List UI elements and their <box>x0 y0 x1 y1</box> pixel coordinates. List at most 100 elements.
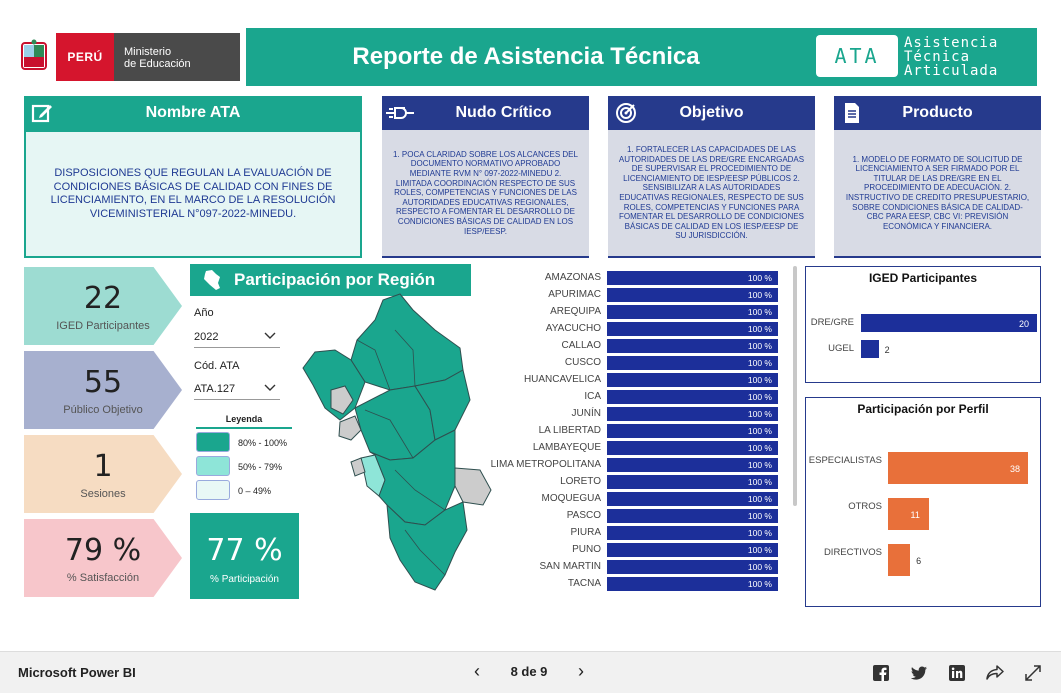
region-bar-value: 100 % <box>747 273 772 283</box>
ministry-name: Ministerio de Educación <box>114 33 240 81</box>
region-bar-value: 100 % <box>747 426 772 436</box>
fullscreen-icon[interactable] <box>1023 663 1043 683</box>
perfil-bar-row[interactable]: DIRECTIVOS 6 <box>806 542 1040 576</box>
iged-bar[interactable] <box>861 314 1037 332</box>
region-bar-row[interactable]: CUSCO 100 % <box>490 355 788 372</box>
map-region-north <box>350 293 464 391</box>
region-bar-value: 100 % <box>747 409 772 419</box>
page-indicator: 8 de 9 <box>510 664 548 679</box>
linkedin-icon[interactable] <box>947 663 967 683</box>
map-region-east <box>414 369 471 441</box>
region-bar-value: 100 % <box>747 341 772 351</box>
peru-region-map[interactable] <box>295 290 495 600</box>
chart-scrollbar[interactable] <box>793 266 797 506</box>
region-bar-row[interactable]: LORETO 100 % <box>490 474 788 491</box>
twitter-icon[interactable] <box>909 663 929 683</box>
region-bar-row[interactable]: LAMBAYEQUE 100 % <box>490 440 788 457</box>
region-bar[interactable]: 100 % <box>607 458 778 472</box>
participation-kpi: 77 % % Participación <box>190 513 299 599</box>
region-bar[interactable]: 100 % <box>607 373 778 387</box>
region-bar-chart: AMAZONAS 100 % APURIMAC 100 % AREQUIPA 100 % A… <box>490 270 788 593</box>
region-bar-row[interactable]: PASCO 100 % <box>490 508 788 525</box>
region-bar-value: 100 % <box>747 477 772 487</box>
region-bar[interactable]: 100 % <box>607 475 778 489</box>
region-bar[interactable]: 100 % <box>607 288 778 302</box>
region-bar-row[interactable]: AREQUIPA 100 % <box>490 304 788 321</box>
perfil-bar[interactable] <box>888 452 1028 484</box>
region-bar-row[interactable]: SAN MARTIN 100 % <box>490 559 788 576</box>
region-bar-row[interactable]: TACNA 100 % <box>490 576 788 593</box>
region-bar[interactable]: 100 % <box>607 407 778 421</box>
region-bar[interactable]: 100 % <box>607 271 778 285</box>
share-icon[interactable] <box>985 663 1005 683</box>
region-bar-label: AYACUCHO <box>545 323 601 334</box>
ministry-line-1: Ministerio <box>124 46 172 58</box>
region-bar-row[interactable]: LA LIBERTAD 100 % <box>490 423 788 440</box>
year-select[interactable]: 2022 <box>194 326 280 348</box>
peru-label: PERÚ <box>56 33 114 81</box>
region-bar[interactable]: 100 % <box>607 390 778 404</box>
region-bar[interactable]: 100 % <box>607 441 778 455</box>
perfil-bar-value: 38 <box>1010 464 1021 474</box>
perfil-bar-value: 11 <box>910 510 920 520</box>
region-bar-row[interactable]: AYACUCHO 100 % <box>490 321 788 338</box>
region-bar-row[interactable]: CALLAO 100 % <box>490 338 788 355</box>
peru-map-icon <box>190 269 234 291</box>
producto-card-header: Producto <box>834 96 1041 130</box>
prev-page-button[interactable]: ‹ <box>474 661 480 681</box>
perfil-bar-row[interactable]: OTROS 11 <box>806 496 1040 530</box>
year-select-value: 2022 <box>194 330 219 343</box>
region-bar[interactable]: 100 % <box>607 492 778 506</box>
region-bar-label: LORETO <box>560 476 601 487</box>
nombre-card-header: Nombre ATA <box>24 96 362 130</box>
region-bar-row[interactable]: MOQUEGUA 100 % <box>490 491 788 508</box>
region-bar[interactable]: 100 % <box>607 526 778 540</box>
code-select[interactable]: ATA.127 <box>194 378 280 400</box>
iged-bar-row[interactable]: UGEL 2 <box>806 338 1040 360</box>
region-bar-row[interactable]: AMAZONAS 100 % <box>490 270 788 287</box>
region-bar-row[interactable]: APURIMAC 100 % <box>490 287 788 304</box>
region-bar-row[interactable]: PUNO 100 % <box>490 542 788 559</box>
region-bar[interactable]: 100 % <box>607 509 778 523</box>
perfil-bar-row[interactable]: ESPECIALISTAS 38 <box>806 450 1040 484</box>
region-bar-label: LA LIBERTAD <box>538 425 601 436</box>
nombre-card-text: DISPOSICIONES QUE REGULAN LA EVALUACIÓN … <box>24 130 362 258</box>
region-bar[interactable]: 100 % <box>607 305 778 319</box>
chevron-down-icon <box>264 331 276 343</box>
iged-bar[interactable] <box>861 340 879 358</box>
legend-label-high: 80% - 100% <box>238 438 288 448</box>
iged-bar-row[interactable]: DRE/GRE 20 <box>806 312 1040 334</box>
next-page-button[interactable]: › <box>577 661 584 681</box>
region-bar[interactable]: 100 % <box>607 424 778 438</box>
region-bar[interactable]: 100 % <box>607 322 778 336</box>
kpi-value: 79 % <box>64 533 142 568</box>
map-region-gray-lima <box>350 457 366 477</box>
perfil-bar-label: DIRECTIVOS <box>823 547 882 558</box>
perfil-chart-title: Participación por Perfil <box>857 402 989 416</box>
document-icon <box>834 102 870 124</box>
region-bar[interactable]: 100 % <box>607 356 778 370</box>
region-bar-row[interactable]: ICA 100 % <box>490 389 788 406</box>
region-bar-row[interactable]: HUANCAVELICA 100 % <box>490 372 788 389</box>
perfil-bar[interactable] <box>888 498 929 530</box>
region-bar[interactable]: 100 % <box>607 577 778 591</box>
region-bar-label: MOQUEGUA <box>541 493 601 504</box>
perfil-bar[interactable] <box>888 544 911 576</box>
kpi-value: 55 <box>83 365 123 400</box>
region-bar[interactable]: 100 % <box>607 543 778 557</box>
region-bar-label: APURIMAC <box>548 289 601 300</box>
region-bar-row[interactable]: JUNÍN 100 % <box>490 406 788 423</box>
ministry-line-2: de Educación <box>124 58 191 70</box>
region-bar-row[interactable]: PIURA 100 % <box>490 525 788 542</box>
region-bar[interactable]: 100 % <box>607 339 778 353</box>
region-bar-value: 100 % <box>747 290 772 300</box>
region-bar[interactable]: 100 % <box>607 560 778 574</box>
region-bar-row[interactable]: LIMA METROPOLITANA 100 % <box>490 457 788 474</box>
code-select-value: ATA.127 <box>194 382 236 395</box>
kpi-satisfaccion: 79 % % Satisfacción <box>24 519 182 597</box>
region-header: Participación por Región <box>190 264 471 296</box>
perfil-bar-label: OTROS <box>848 501 882 512</box>
kpi-publico-objetivo: 55 Público Objetivo <box>24 351 182 429</box>
facebook-icon[interactable] <box>871 663 891 683</box>
